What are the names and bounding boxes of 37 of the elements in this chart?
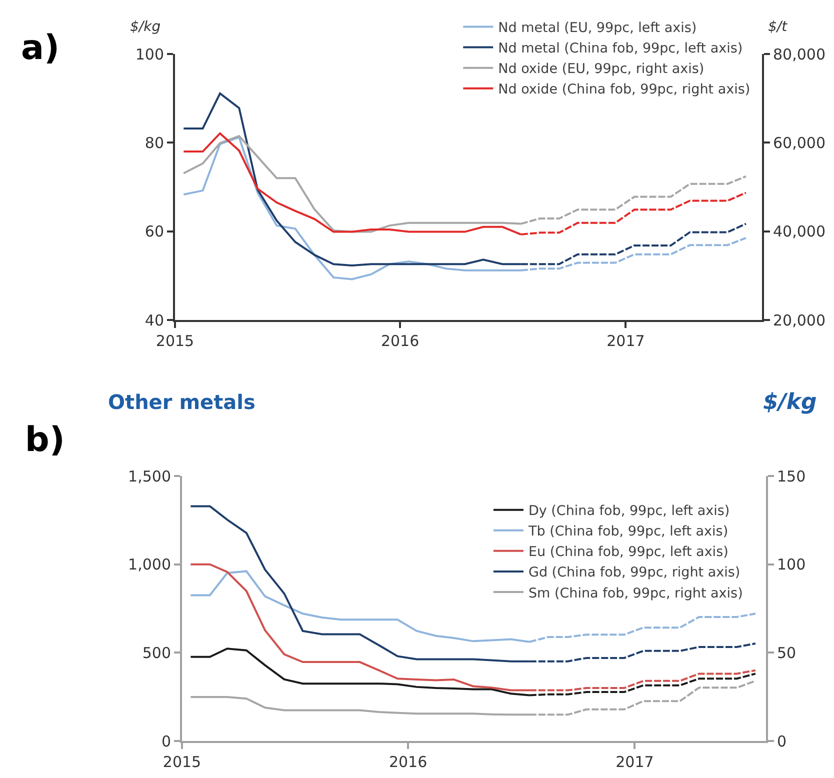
y-tick-label: 1,000	[128, 556, 171, 574]
y2-tick-label: 0	[777, 732, 787, 750]
legend-label: Nd oxide (China fob, 99pc, right axis)	[498, 82, 750, 98]
y2-tick-label: 80,000	[773, 45, 826, 64]
text: a)	[21, 28, 60, 68]
legend-label: Tb (China fob, 99pc, left axis)	[527, 524, 728, 540]
legend-label: Dy (China fob, 99pc, left axis)	[528, 503, 730, 520]
legend-label: Nd metal (EU, 99pc, left axis)	[498, 20, 697, 36]
y2-tick-label: 150	[777, 467, 806, 486]
y2-axis-title: $/t	[768, 19, 788, 35]
y-tick-label: 80	[144, 134, 164, 152]
text: b)	[25, 420, 65, 460]
y2-tick-label: 40,000	[773, 222, 826, 241]
y2-tick-label: 60,000	[773, 134, 826, 152]
x-tick-label: 2017	[616, 753, 654, 771]
x-tick-label: 2017	[606, 332, 645, 350]
y-tick-label: 500	[142, 644, 171, 662]
y-tick-label: 100	[135, 45, 164, 64]
x-tick-label: 2016	[380, 332, 420, 350]
x-tick-label: 2015	[162, 753, 202, 771]
y2-tick-label: 100	[777, 556, 806, 574]
legend-label: Gd (China fob, 99pc, right axis)	[528, 564, 740, 581]
y-tick-label: 60	[144, 222, 164, 241]
y-tick-label: 1,500	[128, 467, 171, 486]
legend-label: Sm (China fob, 99pc, right axis)	[528, 585, 743, 602]
x-tick-label: 2016	[388, 753, 428, 771]
y2-axis-title: $/kg	[763, 390, 817, 415]
legend-label: Nd metal (China fob, 99pc, left axis)	[498, 40, 743, 57]
y2-tick-label: 20,000	[773, 311, 826, 330]
legend-label: Nd oxide (EU, 99pc, right axis)	[498, 61, 704, 78]
legend-label: Eu (China fob, 99pc, left axis)	[528, 544, 728, 560]
chart-title: Other metals	[108, 390, 256, 414]
x-tick-label: 2015	[156, 332, 194, 350]
y-tick-label: 0	[161, 732, 171, 750]
y2-tick-label: 50	[777, 644, 796, 662]
y-tick-label: 40	[144, 311, 164, 330]
y-axis-title: $/kg	[130, 19, 161, 35]
